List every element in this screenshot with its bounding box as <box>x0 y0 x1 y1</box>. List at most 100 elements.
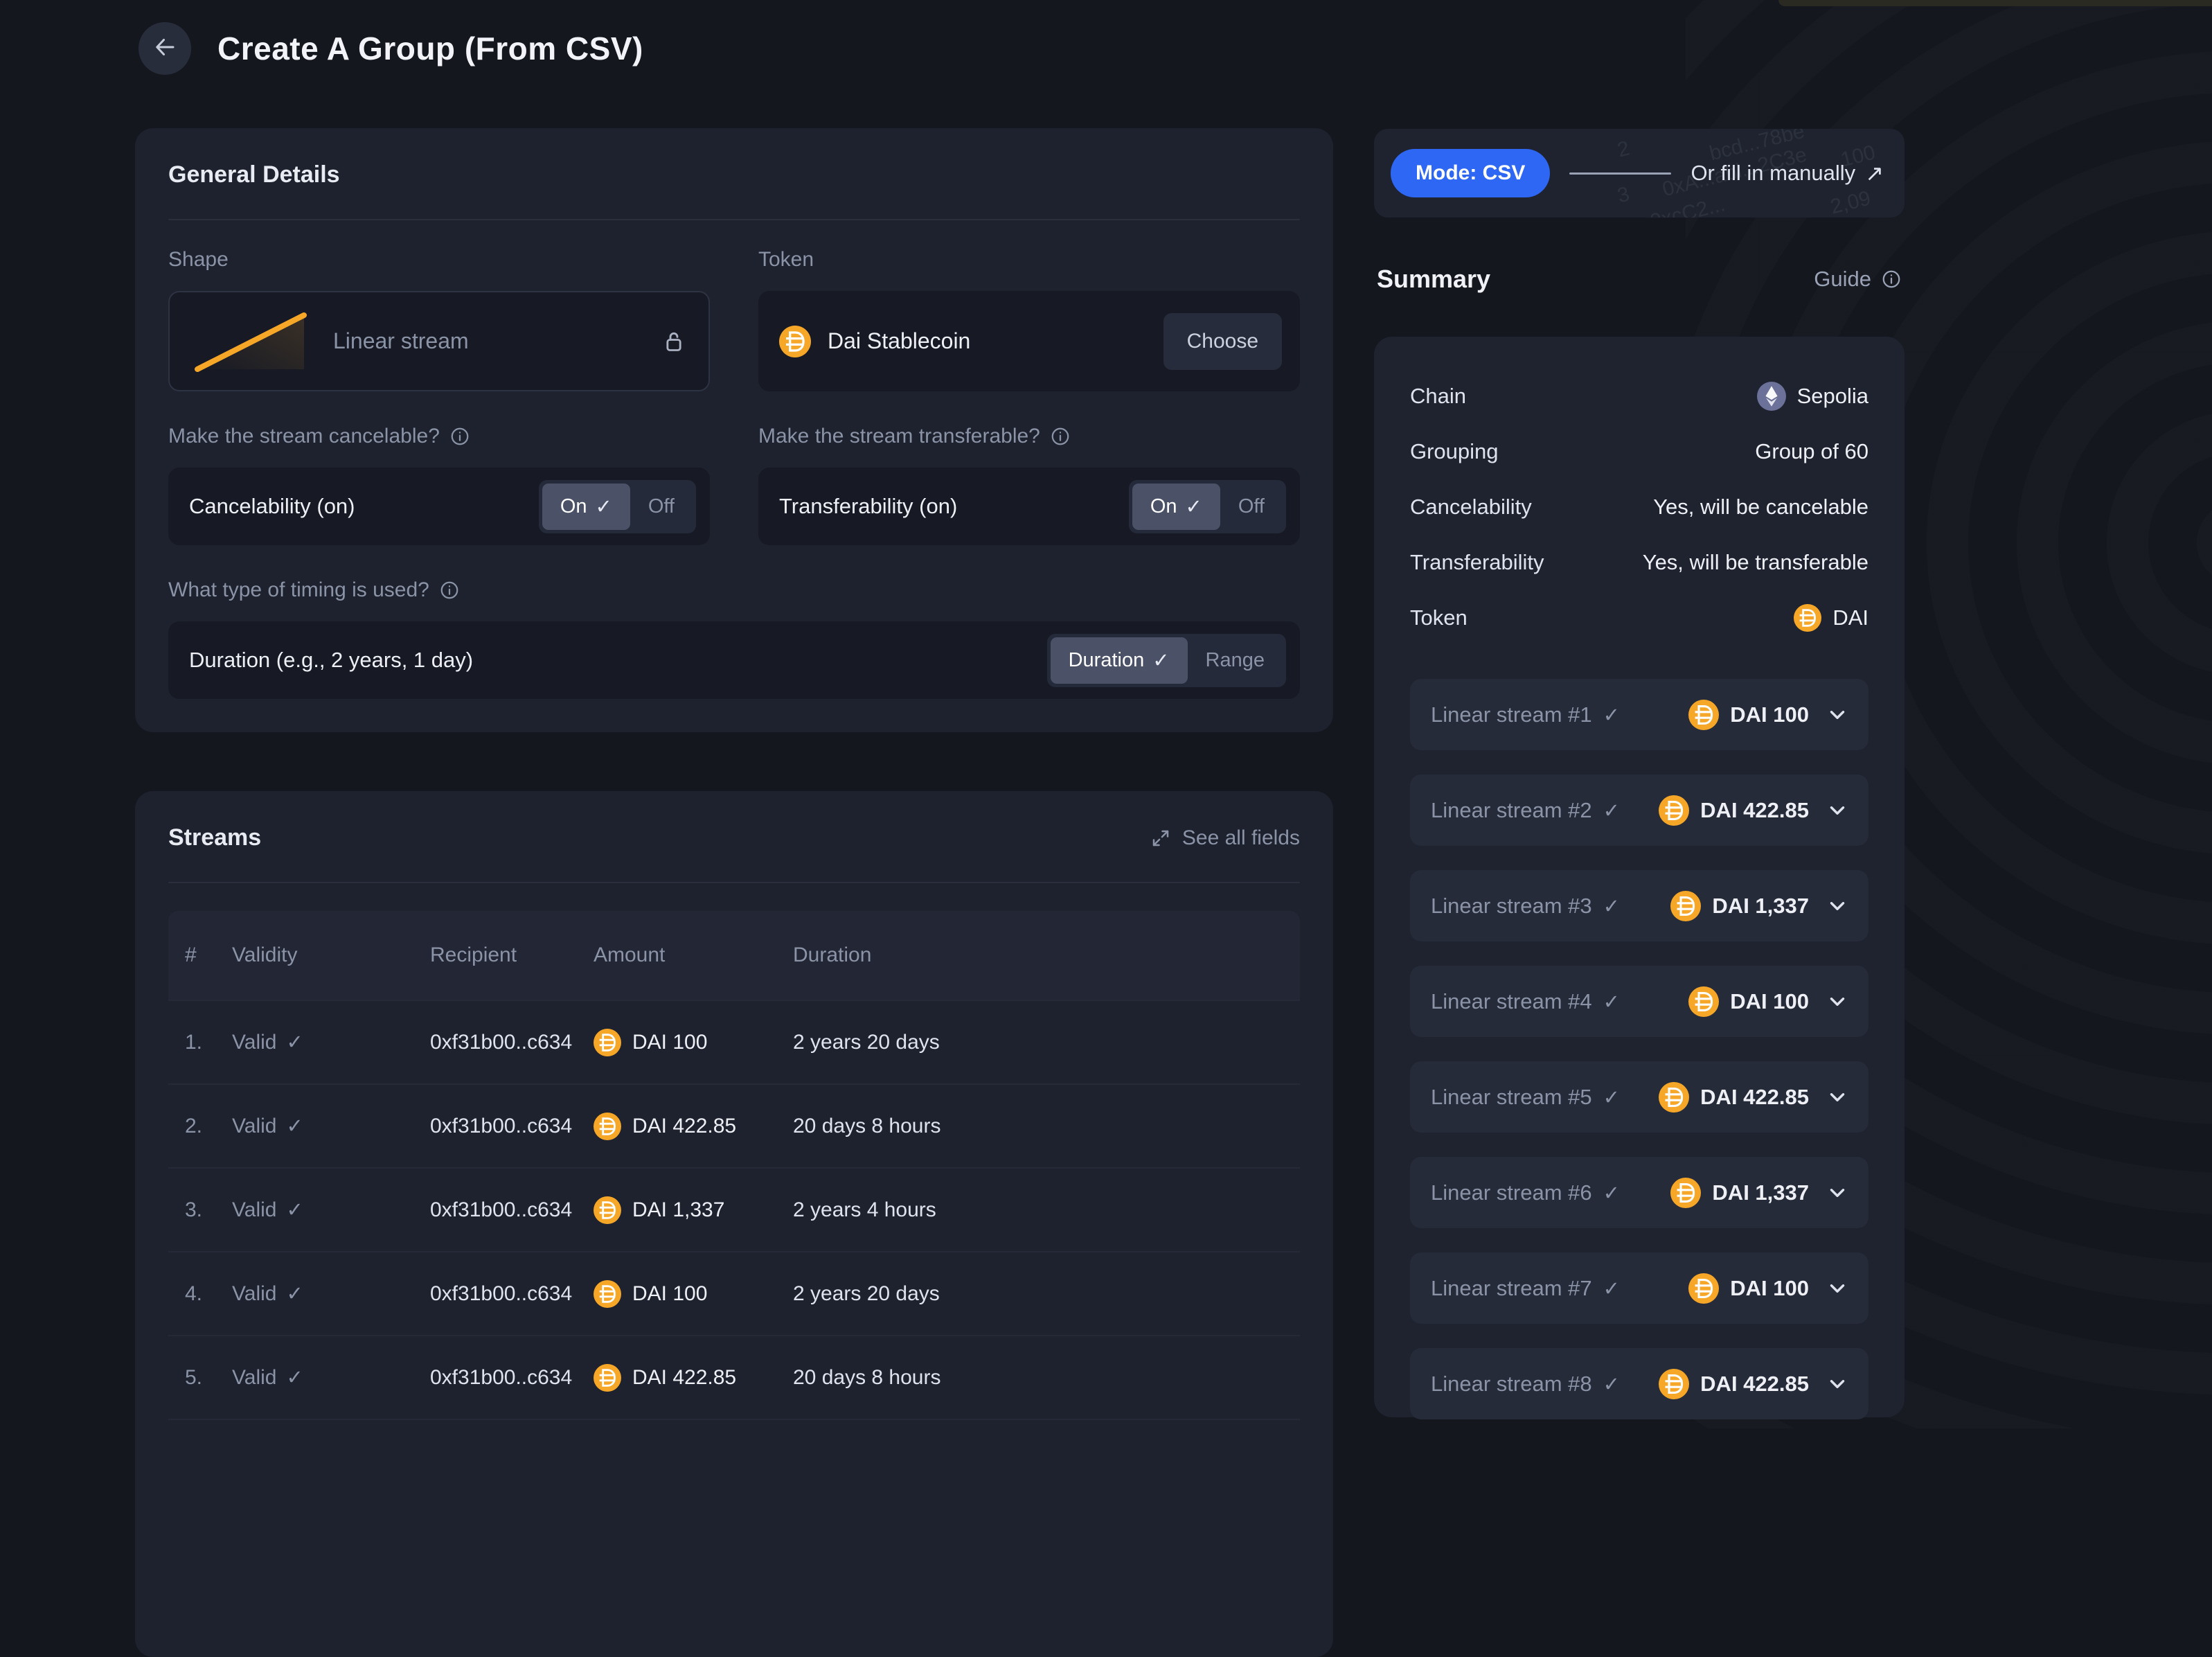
chevron-down-icon <box>1826 1181 1849 1205</box>
backdrop-text: 3 <box>1615 182 1632 208</box>
amount-text: DAI 100 <box>632 1030 708 1054</box>
row-num: 3. <box>185 1198 203 1221</box>
lock-icon <box>660 328 688 355</box>
chevron-down-icon <box>1826 1277 1849 1300</box>
stream-item-1[interactable]: Linear stream #1 DAI 100 <box>1410 679 1868 750</box>
check-icon <box>1603 1085 1620 1110</box>
token-field: Dai Stablecoin Choose <box>758 291 1300 391</box>
summary-row-transferability: Transferability Yes, will be transferabl… <box>1410 535 1868 590</box>
guide-button[interactable]: Guide <box>1814 267 1902 292</box>
check-icon <box>1152 648 1169 673</box>
table-row: 3. Valid 0xf31b00..c634 DAI 1,337 2 year… <box>168 1167 1300 1251</box>
amount-text: DAI 422.85 <box>632 1365 737 1389</box>
table-header: # Validity Recipient Amount Duration <box>168 911 1300 1000</box>
stream-amount: DAI 422.85 <box>1700 1084 1809 1109</box>
row-label: Transferability <box>1410 550 1544 574</box>
check-icon <box>1186 495 1202 519</box>
info-icon[interactable] <box>439 580 460 601</box>
validity-text: Valid <box>232 1030 277 1054</box>
general-details-title: General Details <box>168 161 340 188</box>
dai-token-icon <box>594 1112 621 1140</box>
shape-selector[interactable]: Linear stream <box>168 291 710 391</box>
info-icon[interactable] <box>449 426 470 447</box>
timing-duration-segment[interactable]: Duration <box>1050 637 1188 684</box>
token-value: Dai Stablecoin <box>828 328 971 353</box>
recipient-address: 0xf31b00..c634 <box>430 1365 573 1389</box>
stream-amount: DAI 100 <box>1730 989 1809 1013</box>
dai-token-icon <box>594 1279 621 1308</box>
stream-label: Linear stream #6 <box>1431 1180 1592 1205</box>
duration-text: 2 years 20 days <box>793 1282 940 1305</box>
stream-item-2[interactable]: Linear stream #2 DAI 422.85 <box>1410 774 1868 846</box>
guide-label: Guide <box>1814 267 1871 291</box>
sidebar-column: 2 3 bcd...78be 0xA...abl...2C3e 100 0xcC… <box>1374 129 1905 1419</box>
token-label: Token <box>758 248 814 271</box>
linear-stream-thumbnail-icon <box>190 308 310 375</box>
arrow-up-right-icon <box>1865 160 1884 186</box>
timing-toggle: Duration Range <box>1046 633 1286 687</box>
dai-token-icon <box>594 1363 621 1392</box>
validity-text: Valid <box>232 1198 277 1221</box>
cancelability-toggle: On Off <box>538 479 696 533</box>
duration-text: 20 days 8 hours <box>793 1114 941 1137</box>
stream-amount: DAI 422.85 <box>1700 797 1809 822</box>
row-num: 2. <box>185 1114 203 1137</box>
stream-item-4[interactable]: Linear stream #4 DAI 100 <box>1410 966 1868 1037</box>
cancelability-off-segment[interactable]: Off <box>630 484 693 530</box>
back-button[interactable] <box>139 22 191 75</box>
backdrop-text: 2 <box>1615 136 1632 162</box>
dai-token-icon <box>1670 890 1702 921</box>
amount-text: DAI 1,337 <box>632 1198 725 1221</box>
dai-token-icon <box>594 1028 621 1056</box>
check-icon <box>1603 1372 1620 1397</box>
cancelable-question: Make the stream cancelable? <box>168 425 440 448</box>
stream-amount: DAI 100 <box>1730 1275 1809 1300</box>
chevron-down-icon <box>1826 1086 1849 1109</box>
row-value: Group of 60 <box>1755 439 1868 463</box>
stream-label: Linear stream #4 <box>1431 989 1592 1013</box>
stream-item-5[interactable]: Linear stream #5 DAI 422.85 <box>1410 1061 1868 1133</box>
dai-token-icon <box>594 1196 621 1224</box>
stream-item-8[interactable]: Linear stream #8 DAI 422.85 <box>1410 1348 1868 1419</box>
off-label: Off <box>1238 495 1265 517</box>
timing-range-segment[interactable]: Range <box>1188 637 1283 684</box>
summary-row-cancelability: Cancelability Yes, will be cancelable <box>1410 479 1868 535</box>
check-icon <box>596 495 612 519</box>
recipient-address: 0xf31b00..c634 <box>430 1030 573 1054</box>
dai-token-icon <box>1659 1368 1690 1399</box>
overlay-artifact <box>1778 0 2212 6</box>
check-icon <box>286 1365 303 1390</box>
divider <box>168 882 1300 883</box>
recipient-address: 0xf31b00..c634 <box>430 1198 573 1221</box>
stream-item-6[interactable]: Linear stream #6 DAI 1,337 <box>1410 1157 1868 1228</box>
check-icon <box>1603 989 1620 1014</box>
transferability-off-segment[interactable]: Off <box>1220 484 1283 530</box>
duration-label: Duration <box>1068 648 1145 671</box>
row-value: Yes, will be transferable <box>1642 550 1868 574</box>
check-icon <box>286 1030 303 1054</box>
dai-token-icon <box>1794 604 1822 632</box>
col-recipient: Recipient <box>430 943 517 966</box>
streams-title: Streams <box>168 824 262 851</box>
streams-table: # Validity Recipient Amount Duration 1. … <box>168 911 1300 1503</box>
info-icon[interactable] <box>1050 426 1071 447</box>
check-icon <box>286 1198 303 1222</box>
col-num: # <box>185 943 197 966</box>
transferability-on-segment[interactable]: On <box>1132 483 1220 530</box>
cancelability-on-segment[interactable]: On <box>542 483 630 530</box>
stream-item-3[interactable]: Linear stream #3 DAI 1,337 <box>1410 870 1868 941</box>
expand-icon <box>1150 828 1171 849</box>
choose-token-button[interactable]: Choose <box>1163 312 1282 370</box>
see-all-fields-button[interactable]: See all fields <box>1150 826 1300 850</box>
stream-label: Linear stream #8 <box>1431 1371 1592 1396</box>
chevron-down-icon <box>1826 799 1849 822</box>
row-label: Grouping <box>1410 439 1499 463</box>
stream-item-7[interactable]: Linear stream #7 DAI 100 <box>1410 1252 1868 1324</box>
off-label: Off <box>648 495 675 517</box>
fill-manually-link[interactable]: Or fill in manually <box>1691 160 1884 186</box>
recipient-address: 0xf31b00..c634 <box>430 1282 573 1305</box>
mode-csv-badge[interactable]: Mode: CSV <box>1391 149 1551 197</box>
shape-label: Shape <box>168 248 229 271</box>
check-icon <box>1603 1180 1620 1205</box>
dai-token-icon <box>1670 1177 1702 1208</box>
